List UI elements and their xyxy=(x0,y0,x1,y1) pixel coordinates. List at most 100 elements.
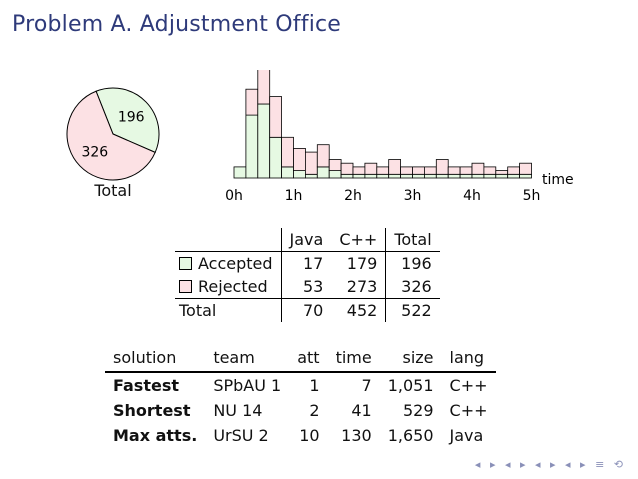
histogram-bar-accepted xyxy=(328,170,342,179)
histogram-bar-accepted xyxy=(376,173,390,179)
pie-slice-accepted xyxy=(95,87,160,154)
total-cpp: 452 xyxy=(346,301,378,320)
pie-value-label: 196 xyxy=(118,109,145,125)
histogram-bar-rejected xyxy=(388,159,401,175)
summary-header-blank xyxy=(175,228,282,252)
histogram-bar-accepted xyxy=(483,173,497,179)
histogram-bar-rejected xyxy=(257,70,271,105)
histogram-bar-rejected xyxy=(507,166,521,175)
histogram-bar-rejected xyxy=(435,159,449,175)
histogram-bar-rejected xyxy=(293,148,306,172)
solutions-row-max-atts: Max atts. UrSU 2 10 130 1,650 Java xyxy=(105,423,496,448)
histogram-bar-rejected xyxy=(459,166,473,175)
solutions-row-shortest: Shortest NU 14 2 41 529 C++ xyxy=(105,398,496,423)
pie-label: Total xyxy=(94,181,132,200)
histogram-bar-rejected xyxy=(281,136,294,168)
col-team: team xyxy=(205,345,290,373)
histogram-bar-accepted xyxy=(245,114,259,179)
histogram-tick-label: 2h xyxy=(344,188,362,204)
histogram-bar-rejected xyxy=(423,166,437,175)
histogram-bar-rejected xyxy=(376,166,390,175)
histogram-bar-rejected xyxy=(483,166,497,175)
histogram-bar-accepted xyxy=(435,173,449,179)
histogram-tick-label: 4h xyxy=(463,188,481,204)
histogram-bar-accepted xyxy=(519,173,532,179)
histogram-tick-label: 3h xyxy=(404,188,422,204)
rejected-cpp: 273 xyxy=(331,275,386,299)
accepted-total: 196 xyxy=(385,251,440,275)
solution-lang: Java xyxy=(449,426,484,445)
accepted-swatch xyxy=(179,257,192,270)
histogram-tick-label: 0h xyxy=(225,188,243,204)
histogram-x-axis-label: time xyxy=(542,172,574,188)
summary-table: Java C++ Total Accepted 17 179 196 Rejec… xyxy=(175,228,440,322)
summary-row-rejected: Rejected 53 273 326 xyxy=(175,275,440,299)
solutions-table: solution team att time size lang Fastest… xyxy=(105,345,496,448)
solution-size: 1,051 xyxy=(387,376,434,395)
histogram-bar-accepted xyxy=(233,166,247,179)
col-size: size xyxy=(379,345,442,373)
rejected-java: 53 xyxy=(280,275,332,299)
solutions-header-row: solution team att time size lang xyxy=(105,345,496,373)
histogram-bar-accepted xyxy=(447,173,461,179)
pie-value-label: 326 xyxy=(81,145,108,161)
solution-name: Max atts. xyxy=(113,426,198,445)
histogram-tick-label: 1h xyxy=(285,188,303,204)
histogram-bar-rejected xyxy=(495,170,509,175)
accepted-java: 17 xyxy=(280,251,332,275)
rejected-total: 326 xyxy=(385,275,440,299)
histogram-bar-accepted xyxy=(316,166,330,179)
rejected-swatch xyxy=(179,280,192,293)
histogram-bar-rejected xyxy=(245,88,259,116)
solution-att: 10 xyxy=(299,426,320,445)
histogram-bar-rejected xyxy=(412,166,425,175)
histogram-bar-accepted xyxy=(305,173,318,179)
histogram-bar-accepted xyxy=(412,173,425,179)
histogram-bar-accepted xyxy=(257,103,271,179)
histogram-bar-rejected xyxy=(519,162,532,175)
col-time: time xyxy=(327,345,380,373)
solution-time: 7 xyxy=(361,376,372,395)
histogram-bar-rejected xyxy=(352,166,366,175)
histogram-bar-accepted xyxy=(388,173,401,179)
histogram-bar-rejected xyxy=(447,166,461,175)
histogram-bar-accepted xyxy=(459,173,473,179)
page-title: Problem A. Adjustment Office xyxy=(12,12,342,37)
histogram-bar-rejected xyxy=(316,144,330,168)
summary-row-total: Total 70 452 522 xyxy=(175,298,440,322)
col-att: att xyxy=(289,345,328,373)
accepted-cpp: 179 xyxy=(346,254,378,273)
solution-team: UrSU 2 xyxy=(213,426,269,445)
solution-time: 41 xyxy=(351,401,372,420)
histogram-bar-accepted xyxy=(400,173,413,179)
beamer-navigation-icons[interactable]: ◂ ▸ ◂ ▸ ◂ ▸ ◂ ▸ ≡ ⟲ xyxy=(474,458,626,471)
summary-header-java: Java xyxy=(280,228,332,252)
solution-time: 130 xyxy=(341,426,372,445)
histogram-bar-rejected xyxy=(269,96,283,138)
histogram-bar-accepted xyxy=(364,173,378,179)
solutions-row-fastest: Fastest SPbAU 1 1 7 1,051 C++ xyxy=(105,372,496,398)
pie-slice-rejected xyxy=(66,90,156,181)
histogram-bar-rejected xyxy=(340,162,354,175)
col-lang: lang xyxy=(441,345,496,373)
histogram-bar-accepted xyxy=(423,173,437,179)
histogram-bar-rejected xyxy=(471,162,485,175)
histogram-bar-accepted xyxy=(281,166,294,179)
rejected-label: Rejected xyxy=(198,277,268,296)
histogram-bar-rejected xyxy=(328,159,342,172)
histogram-tick-label: 5h xyxy=(523,188,541,204)
solution-team: NU 14 xyxy=(213,401,263,420)
histogram-bar-accepted xyxy=(352,173,366,179)
solution-att: 2 xyxy=(309,401,320,420)
summary-row-accepted: Accepted 17 179 196 xyxy=(175,251,440,275)
solution-size: 529 xyxy=(402,401,434,420)
summary-header-total: Total xyxy=(385,228,440,252)
total-label: Total xyxy=(179,301,217,320)
histogram-bar-accepted xyxy=(293,170,306,179)
total-total: 522 xyxy=(385,298,440,322)
histogram-bar-accepted xyxy=(340,173,354,179)
solution-name: Fastest xyxy=(113,376,179,395)
solution-att: 1 xyxy=(309,376,320,395)
histogram-bar-accepted xyxy=(495,173,509,179)
